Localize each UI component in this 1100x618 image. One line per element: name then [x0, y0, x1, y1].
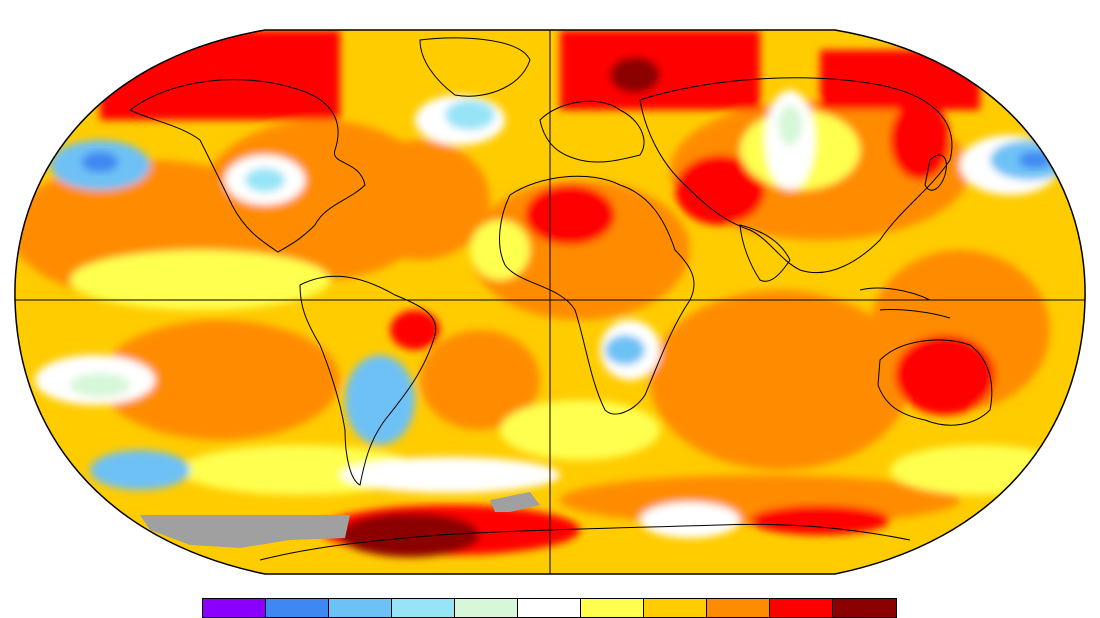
map-border — [14, 29, 1086, 575]
coastline-south-america — [299, 275, 437, 486]
anomaly-cool-south-pacific — [90, 450, 190, 490]
anomaly-cool-great-lakes — [245, 168, 285, 192]
map-svg — [14, 29, 1086, 575]
coastline-india — [739, 224, 791, 282]
legend-swatch-9 — [770, 599, 833, 617]
anomaly-cool-south-pacific-2 — [70, 373, 130, 397]
legend-swatch-0 — [203, 599, 266, 617]
temperature-anomaly-map — [14, 29, 1086, 575]
anomaly-cold-north-pacific — [82, 152, 118, 172]
coastline-antarctica — [259, 523, 911, 561]
coastline-africa — [499, 175, 695, 415]
anomaly-red-sahara — [525, 185, 615, 245]
legend-swatch-4 — [455, 599, 518, 617]
anomaly-orange-indian — [650, 290, 910, 470]
coastlines — [129, 37, 993, 561]
color-scale-legend — [202, 598, 897, 618]
anomaly-red-arctic-west — [100, 30, 340, 120]
anomaly-deep-red-russia — [610, 57, 660, 93]
anomaly-red-east-asia — [890, 100, 950, 180]
legend-swatch-7 — [644, 599, 707, 617]
anomaly-red-arctic-siberia — [560, 30, 760, 110]
coastline-asia — [639, 77, 953, 274]
anomaly-deep-red-antarctic — [340, 513, 480, 557]
anomaly-yellow-tropical-pacific — [70, 250, 330, 310]
anomaly-red-antarctic-east — [750, 505, 890, 535]
no-data-region-small — [490, 492, 540, 512]
coastline-australia — [877, 339, 993, 426]
anomaly-neutral-southern-ocean — [340, 457, 560, 493]
anomaly-orange-atlantic — [350, 140, 490, 260]
legend-swatch-10 — [833, 599, 896, 617]
legend-swatch-5 — [518, 599, 581, 617]
no-data-region — [140, 515, 350, 548]
coastline-north-america — [129, 79, 366, 253]
anomaly-red-middle-east — [675, 155, 765, 225]
anomaly-neutral-antarctic-east — [640, 502, 740, 538]
anomaly-cool-mongolia — [778, 105, 802, 145]
anomaly-red-brazil — [390, 310, 440, 350]
legend-swatch-6 — [581, 599, 644, 617]
legend-swatch-8 — [707, 599, 770, 617]
legend-swatch-1 — [266, 599, 329, 617]
anomaly-cool-argentina — [345, 355, 415, 445]
anomaly-orange-south-atlantic — [420, 330, 540, 430]
anomaly-cool-north-atlantic — [445, 100, 495, 130]
anomaly-cold-north-pacific-east — [1019, 152, 1051, 168]
coastline-japan — [924, 154, 947, 191]
coastline-europe — [539, 100, 645, 163]
coastline-indonesia — [859, 287, 951, 319]
anomaly-red-australia — [895, 335, 995, 415]
anomaly-yellow-south-atlantic — [500, 400, 660, 460]
coastline-greenland — [419, 37, 531, 97]
anomaly-yellow-southern-east — [890, 445, 1070, 495]
legend-swatch-2 — [329, 599, 392, 617]
anomaly-orange-south-pacific — [100, 320, 340, 440]
legend-swatch-3 — [392, 599, 455, 617]
anomaly-cool-south-africa — [605, 335, 645, 365]
